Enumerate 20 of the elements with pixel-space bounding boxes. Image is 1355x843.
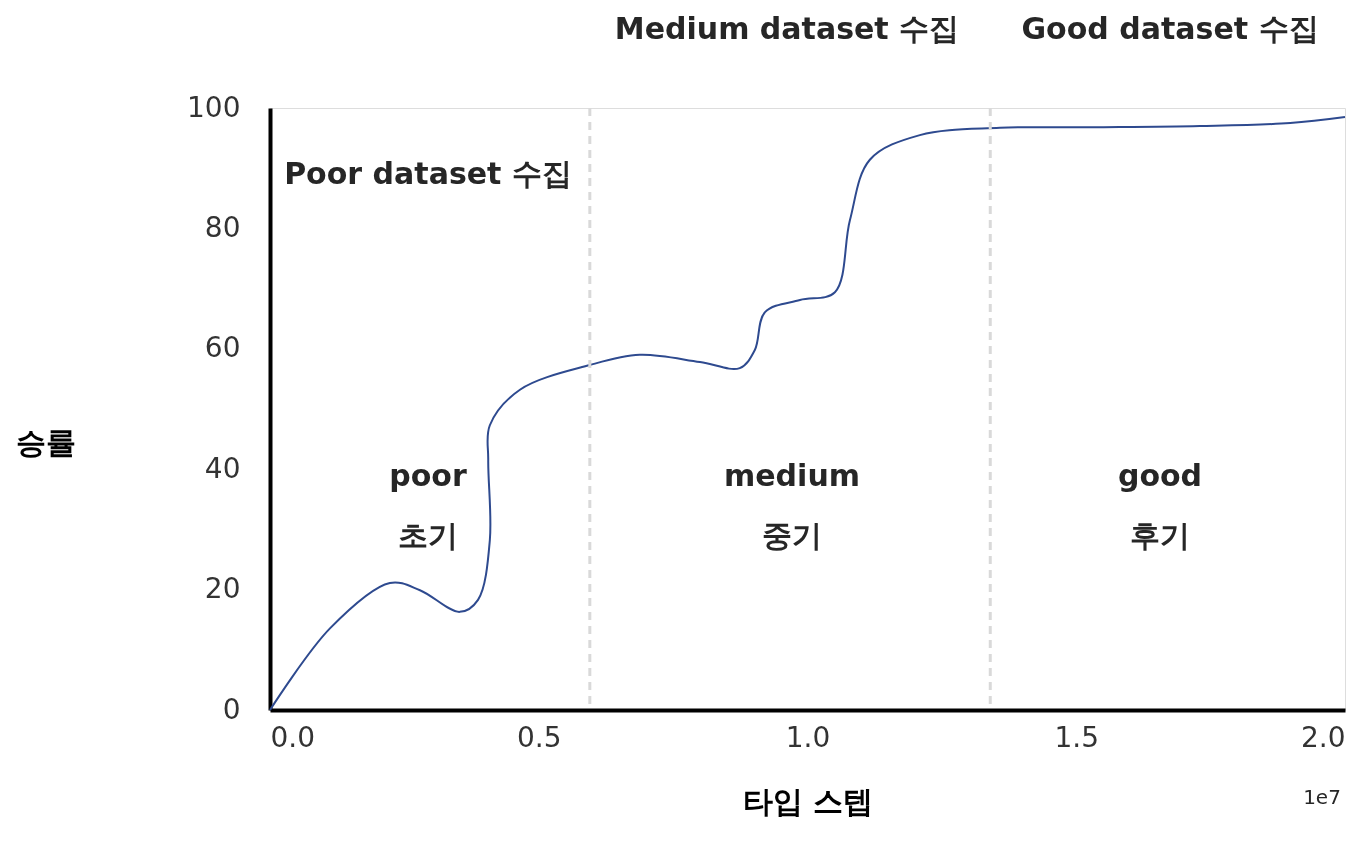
x-tick-label: 0.5 (516, 720, 562, 754)
annotation: medium 중기 (724, 458, 860, 553)
y-axis-title: 승률 (15, 424, 76, 460)
y-tick-label: 100 (187, 90, 241, 124)
y-tick-label: 40 (204, 451, 241, 485)
annotation: poor 초기 (389, 458, 467, 553)
x-tick-label: 1.0 (785, 720, 831, 754)
y-tick-label: 60 (204, 331, 241, 365)
y-tick-label: 0 (222, 692, 241, 726)
annotation: good 후기 (1117, 458, 1203, 553)
text: 1e7 (1303, 785, 1341, 809)
x-tick-label: 1.5 (1054, 720, 1100, 754)
text: Good dataset 수집 (1021, 11, 1319, 46)
text: Medium dataset 수집 (614, 11, 960, 46)
y-tick-label: 20 (204, 572, 241, 606)
x-tick-label: 0.0 (270, 720, 316, 754)
annotation: Poor dataset 수집 (284, 156, 572, 191)
y-tick-label: 80 (204, 210, 241, 244)
x-axis-title: 타입 스텝 (742, 783, 874, 819)
x-tick-label: 2.0 (1300, 720, 1346, 754)
